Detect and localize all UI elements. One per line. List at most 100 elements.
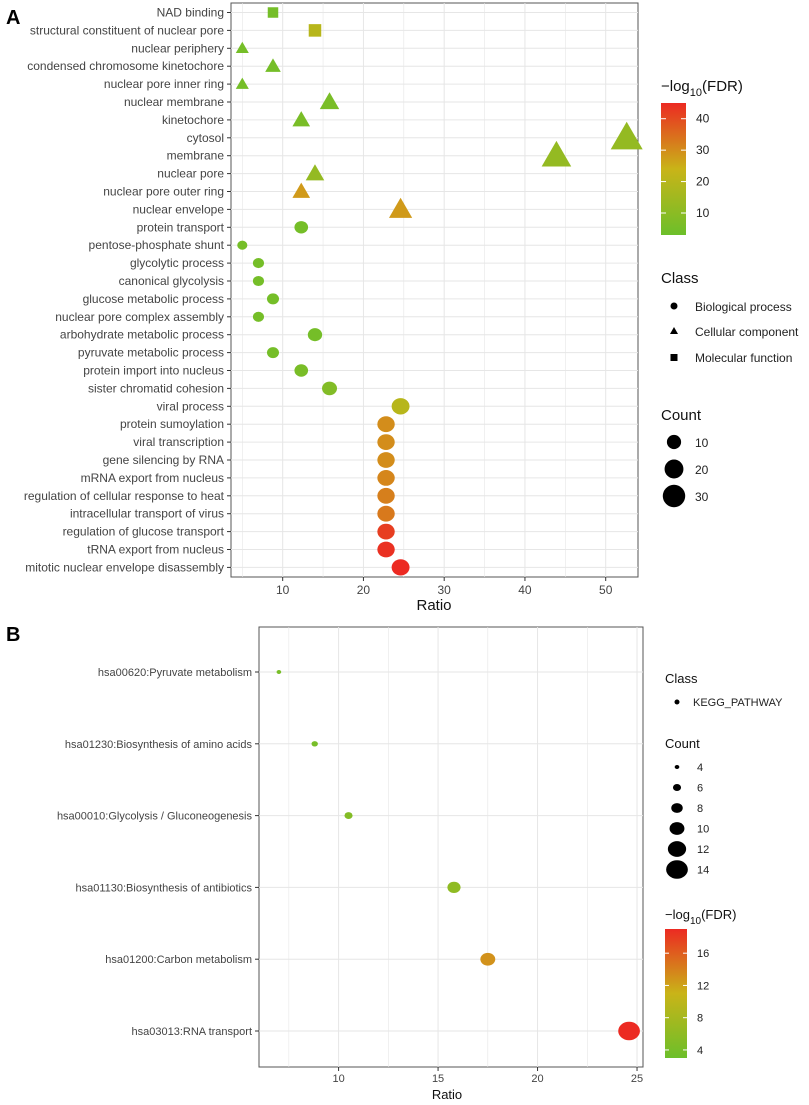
colorbar-tick-label: 40 <box>696 112 710 126</box>
data-point <box>308 24 322 37</box>
x-tick-label: 15 <box>432 1073 444 1085</box>
x-tick-label: 20 <box>357 583 371 597</box>
data-point <box>377 541 395 558</box>
y-tick-label: mitotic nuclear envelope disassembly <box>25 560 224 574</box>
panel-a-fdr-ticks: 10 20 30 40 <box>661 112 710 220</box>
y-tick-label: nuclear pore outer ring <box>103 185 224 199</box>
panel-a-x-axis-title: Ratio <box>416 597 451 614</box>
legend-class-kegg: KEGG_PATHWAY <box>693 697 783 709</box>
y-tick-label: nuclear envelope <box>133 202 225 216</box>
count-legend-label: 4 <box>697 762 703 774</box>
count-legend-label: 10 <box>695 436 709 450</box>
panel-b-count-legend-title: Count <box>665 736 700 751</box>
data-point <box>377 452 395 468</box>
y-tick-label: regulation of glucose transport <box>63 525 225 539</box>
data-point <box>237 240 248 250</box>
panel-a-plot-border <box>230 2 639 578</box>
y-tick-label: NAD binding <box>157 6 224 20</box>
y-tick-label: arbohydrate metabolic process <box>60 328 224 342</box>
y-tick-label: hsa00010:Glycolysis / Gluconeogenesis <box>57 811 253 823</box>
count-legend-circle <box>674 765 680 769</box>
x-tick-label: 20 <box>531 1073 543 1085</box>
panel-b-plot-border <box>258 626 644 1068</box>
y-tick-label: glycolytic process <box>130 256 224 270</box>
data-point <box>319 92 340 110</box>
data-point <box>618 1021 640 1041</box>
data-point <box>377 434 395 450</box>
y-tick-label: tRNA export from nucleus <box>87 543 224 557</box>
panel-b-x-ticks: 10 15 20 25 <box>332 1067 643 1085</box>
data-point <box>294 221 309 234</box>
y-tick-label: nuclear pore complex assembly <box>55 310 224 324</box>
y-tick-label: nuclear pore inner ring <box>104 77 224 91</box>
panel-b-chart: hsa00620:Pyruvate metabolism hsa01230:Bio… <box>57 626 644 1102</box>
data-point <box>610 121 643 150</box>
count-legend-label: 6 <box>697 783 703 795</box>
panel-a-fdr-legend-title: −log10(FDR) <box>661 78 743 99</box>
data-point <box>265 58 281 72</box>
legend-kegg-circle-icon <box>674 699 680 705</box>
y-tick-label: intracellular transport of virus <box>70 507 224 521</box>
legend-class-square-icon <box>670 354 678 361</box>
y-tick-label: condensed chromosome kinetochore <box>27 59 224 73</box>
data-point <box>235 77 249 89</box>
x-tick-label: 40 <box>518 583 532 597</box>
count-legend-circle <box>664 459 684 479</box>
data-point <box>235 41 249 54</box>
colorbar-tick-label: 4 <box>697 1045 703 1057</box>
x-tick-label: 10 <box>276 583 290 597</box>
y-tick-label: pentose-phosphate shunt <box>89 238 225 252</box>
y-tick-label: kinetochore <box>162 113 224 127</box>
panel-a-count-legend: 10 20 30 <box>662 434 709 508</box>
y-tick-label: nuclear pore <box>157 167 224 181</box>
x-tick-label: 10 <box>332 1073 344 1085</box>
count-legend-label: 12 <box>697 844 709 856</box>
data-point <box>252 311 265 322</box>
count-legend-label: 8 <box>697 803 703 815</box>
panel-b-points <box>276 670 640 1041</box>
colorbar-tick-label: 16 <box>697 948 709 960</box>
y-tick-label: protein transport <box>137 220 225 234</box>
data-point <box>292 111 311 127</box>
count-legend-label: 14 <box>697 865 709 877</box>
data-point <box>480 952 496 966</box>
y-tick-label: pyruvate metabolic process <box>78 346 224 360</box>
panel-a-fdr-colorbar <box>661 103 686 235</box>
legend-class-molecular: Molecular function <box>695 351 792 365</box>
panel-b-fdr-legend-title: −log10(FDR) <box>665 907 736 927</box>
panel-a-chart: NAD binding structural constituent of nuc… <box>24 2 643 614</box>
panel-b-gridlines <box>259 627 643 1067</box>
colorbar-tick-label: 12 <box>697 980 709 992</box>
y-tick-label: protein sumoylation <box>120 417 224 431</box>
count-legend-label: 30 <box>695 490 709 504</box>
legend-class-triangle-icon <box>670 327 678 334</box>
panel-label-a: A <box>6 7 20 29</box>
data-point <box>388 197 413 218</box>
panel-b-class-legend-title: Class <box>665 671 698 686</box>
y-tick-label: hsa01130:Biosynthesis of antibiotics <box>75 882 252 894</box>
data-point <box>267 7 279 18</box>
y-tick-label: structural constituent of nuclear pore <box>30 23 224 37</box>
y-tick-label: viral transcription <box>133 435 224 449</box>
panel-a-count-legend-title: Count <box>661 407 702 424</box>
data-point <box>311 741 318 747</box>
count-legend-label: 20 <box>695 463 709 477</box>
y-tick-label: regulation of cellular response to heat <box>24 489 225 503</box>
data-point <box>377 470 395 486</box>
data-point <box>252 275 265 287</box>
panel-b-x-axis-title: Ratio <box>432 1087 462 1102</box>
x-tick-label: 30 <box>438 583 452 597</box>
count-legend-circle <box>666 860 688 879</box>
y-tick-label: hsa00620:Pyruvate metabolism <box>98 667 252 679</box>
legend-class-circle-icon <box>670 302 678 310</box>
data-point <box>276 670 282 674</box>
panel-b-y-labels: hsa00620:Pyruvate metabolism hsa01230:Bio… <box>57 667 259 1038</box>
y-tick-label: sister chromatid cohesion <box>88 381 224 395</box>
data-point <box>447 881 461 894</box>
data-point <box>294 364 309 377</box>
panel-label-b: B <box>6 624 20 646</box>
y-tick-label: cytosol <box>187 131 224 145</box>
count-legend-circle <box>667 841 687 857</box>
legend-class-biological: Biological process <box>695 300 792 314</box>
